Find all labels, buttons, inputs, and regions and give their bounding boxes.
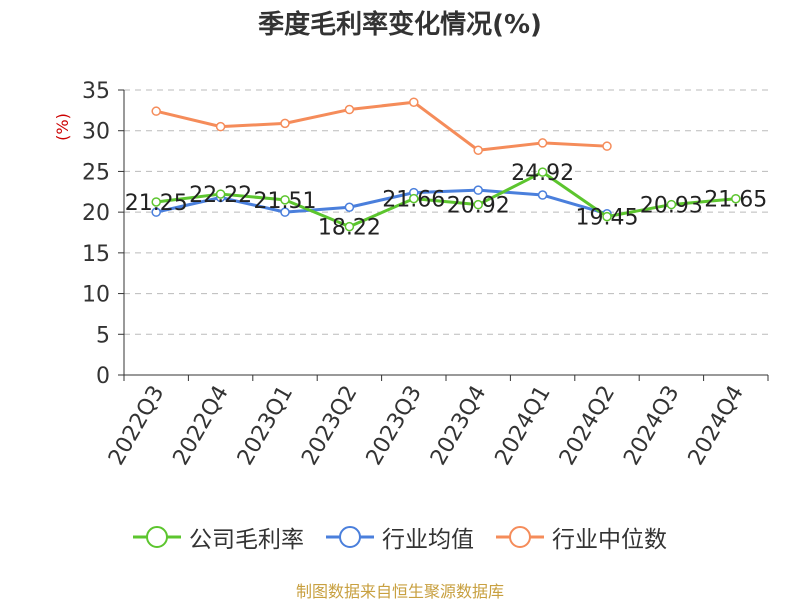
legend-swatch-icon — [496, 526, 544, 548]
data-point — [537, 138, 548, 148]
legend-label: 行业中位数 — [552, 527, 667, 553]
x-tick-label: 2023Q3 — [362, 382, 427, 470]
legend: 公司毛利率 行业均值 行业中位数 — [0, 520, 800, 554]
data-label: 21.66 — [382, 188, 445, 213]
data-point — [215, 189, 226, 199]
grid-layer — [124, 89, 768, 335]
x-tick-label: 2024Q4 — [684, 382, 749, 470]
y-tick-label: 15 — [82, 242, 110, 267]
legend-item[interactable]: 公司毛利率 — [133, 520, 304, 554]
data-point — [151, 106, 161, 116]
data-point — [537, 167, 548, 177]
series-line-2 — [155, 100, 608, 152]
data-point — [409, 97, 419, 107]
data-point — [280, 195, 290, 205]
y-tick-label: 5 — [96, 323, 110, 348]
data-point — [151, 207, 161, 217]
data-point — [344, 202, 355, 213]
source-note: 制图数据来自恒生聚源数据库 — [295, 582, 504, 601]
data-label: 21.65 — [704, 188, 767, 213]
data-label: 19.45 — [576, 206, 639, 231]
data-point — [473, 199, 483, 210]
legend-swatch-icon — [133, 526, 181, 548]
chart-title: 季度毛利率变化情况(%) — [258, 10, 542, 40]
y-tick-label: 10 — [82, 283, 110, 308]
legend-item[interactable]: 行业中位数 — [496, 520, 667, 554]
legend-label: 公司毛利率 — [189, 527, 304, 553]
legend-swatch-icon — [326, 526, 374, 548]
y-tick-label: 25 — [82, 160, 110, 185]
y-axis-label: (%) — [53, 113, 72, 141]
data-point — [731, 193, 741, 204]
x-tick-label: 2023Q1 — [233, 382, 298, 470]
data-point — [280, 207, 290, 217]
series-line-0 — [156, 170, 736, 229]
data-point — [409, 193, 419, 204]
y-tick-label: 0 — [96, 364, 110, 389]
data-point — [537, 190, 548, 200]
data-label: 20.93 — [640, 194, 703, 219]
x-tick-label: 2023Q4 — [426, 382, 491, 470]
data-point — [473, 185, 483, 195]
legend-label: 行业均值 — [382, 527, 474, 553]
x-tick-label: 2024Q3 — [619, 382, 684, 470]
data-point — [666, 199, 677, 210]
data-point — [215, 121, 226, 132]
data-label: 20.92 — [447, 194, 510, 219]
data-point — [344, 104, 355, 115]
data-point — [473, 145, 483, 156]
y-tick-label: 30 — [82, 120, 110, 145]
x-tick-label: 2024Q2 — [555, 382, 620, 470]
y-tick-label: 20 — [82, 201, 110, 226]
series-line-1 — [155, 188, 608, 216]
legend-item[interactable]: 行业均值 — [326, 520, 474, 554]
x-tick-label: 2022Q4 — [168, 382, 233, 470]
data-point — [151, 197, 161, 207]
x-tick-label: 2022Q3 — [104, 382, 169, 470]
y-tick-label: 35 — [82, 79, 110, 104]
data-label: 24.92 — [511, 161, 574, 186]
data-label: 21.25 — [125, 191, 188, 216]
data-point — [602, 211, 612, 222]
data-point — [344, 221, 355, 232]
data-label: 21.51 — [254, 189, 317, 214]
x-tick-label: 2024Q1 — [490, 382, 555, 470]
series-layer — [151, 97, 741, 232]
data-label: 22.22 — [189, 183, 252, 208]
data-label: 18.22 — [318, 216, 381, 241]
data-point — [602, 141, 612, 151]
x-tick-label: 2023Q2 — [297, 382, 362, 470]
data-point — [280, 118, 290, 129]
